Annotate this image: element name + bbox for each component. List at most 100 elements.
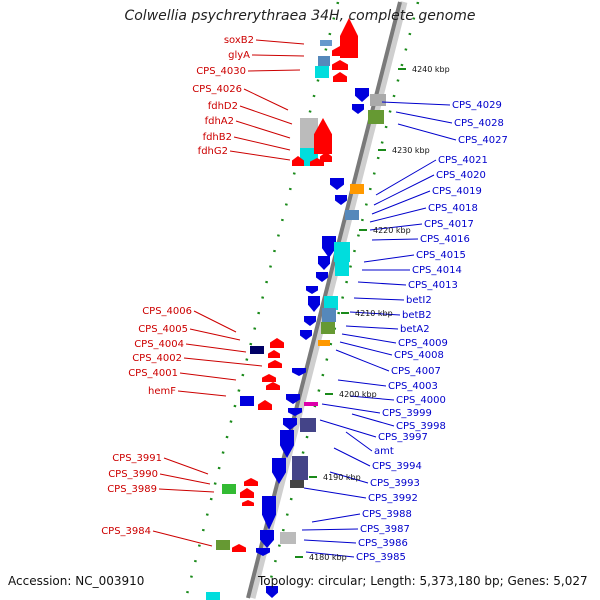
gene-arrow-47 [283, 418, 297, 430]
right-gene-leader-22 [319, 419, 377, 438]
left-gene-leader-5 [235, 120, 291, 139]
left-gene-leader-2 [247, 69, 301, 72]
left-gene-label-6: fdhB2 [203, 132, 232, 143]
right-gene-leader-1 [395, 111, 453, 124]
left-gene-label-11: CPS_4002 [132, 353, 182, 364]
gene-arrow-43 [286, 394, 300, 404]
right-gene-label-10: CPS_4014 [412, 265, 462, 276]
right-gene-label-29: CPS_3986 [358, 538, 408, 549]
gene-arrow-32 [300, 330, 312, 340]
right-gene-leader-29 [303, 539, 357, 544]
right-gene-leader-30 [305, 551, 355, 558]
right-gene-label-30: CPS_3985 [356, 552, 406, 563]
left-gene-label-1: glyA [228, 50, 250, 61]
gene-block-41 [240, 396, 254, 406]
gene-arrow-19 [335, 195, 347, 205]
right-gene-leader-7 [369, 223, 423, 231]
right-gene-label-23: amt [374, 446, 394, 457]
left-gene-leader-7 [229, 150, 291, 161]
left-gene-leader-8 [193, 310, 237, 333]
gene-arrow-38 [292, 368, 306, 376]
right-gene-label-7: CPS_4017 [424, 219, 474, 230]
right-gene-label-15: CPS_4009 [398, 338, 448, 349]
gene-block-62 [206, 592, 220, 600]
gene-block-24 [335, 262, 349, 276]
right-gene-leader-27 [311, 513, 361, 523]
gene-arrow-63 [266, 586, 278, 598]
left-gene-label-5: fdhA2 [205, 116, 234, 127]
right-gene-leader-26 [303, 487, 367, 499]
right-gene-leader-2 [397, 123, 457, 141]
left-gene-label-9: CPS_4005 [138, 324, 188, 335]
right-gene-leader-28 [301, 528, 359, 531]
left-gene-leader-14 [163, 457, 209, 475]
gene-arrow-0 [340, 18, 358, 58]
gene-arrow-48 [280, 430, 294, 458]
right-gene-leader-5 [371, 190, 431, 215]
kbp-label-5: 4190 kbp [323, 473, 361, 482]
right-gene-label-9: CPS_4015 [416, 250, 466, 261]
left-gene-leader-12 [179, 372, 237, 381]
right-gene-leader-15 [341, 333, 397, 344]
gene-block-57 [280, 532, 296, 544]
gene-arrow-21 [322, 236, 336, 258]
right-gene-leader-25 [329, 471, 369, 484]
left-gene-label-13: hemF [148, 386, 176, 397]
gene-block-5 [315, 66, 329, 78]
gene-arrow-61 [256, 548, 270, 556]
right-gene-label-25: CPS_3993 [370, 478, 420, 489]
left-gene-label-10: CPS_4004 [134, 339, 184, 350]
gene-block-18 [350, 184, 364, 194]
right-gene-label-8: CPS_4016 [420, 234, 470, 245]
right-gene-leader-4 [373, 174, 435, 206]
right-gene-label-4: CPS_4020 [436, 170, 486, 181]
accession-text: Accession: NC_003910 [8, 574, 145, 588]
right-gene-label-22: CPS_3997 [378, 432, 428, 443]
right-gene-leader-12 [353, 297, 405, 301]
left-gene-label-15: CPS_3990 [108, 469, 158, 480]
right-gene-label-1: CPS_4028 [454, 118, 504, 129]
gene-arrow-55 [242, 500, 254, 506]
gene-block-14 [370, 94, 386, 106]
gene-arrow-37 [268, 360, 282, 368]
gene-block-2 [318, 56, 330, 66]
left-gene-label-16: CPS_3989 [107, 484, 157, 495]
gene-block-28 [324, 296, 338, 310]
kbp-label-0: 4240 kbp [412, 65, 450, 74]
right-gene-label-11: CPS_4013 [408, 280, 458, 291]
right-gene-label-14: betA2 [400, 324, 430, 335]
right-gene-label-5: CPS_4019 [432, 186, 482, 197]
right-gene-leader-19 [349, 395, 395, 401]
left-gene-label-0: soxB2 [224, 35, 254, 46]
right-gene-leader-3 [375, 159, 437, 196]
left-gene-leader-17 [152, 530, 213, 547]
gene-arrow-36 [268, 350, 280, 358]
right-gene-leader-8 [371, 238, 419, 241]
gene-arrow-9 [314, 118, 332, 154]
left-gene-label-2: CPS_4030 [196, 66, 246, 77]
gene-arrow-50 [272, 458, 286, 484]
kbp-label-4: 4200 kbp [339, 390, 377, 399]
gene-arrow-40 [266, 382, 280, 390]
gene-arrow-23 [318, 256, 330, 270]
left-gene-leader-4 [239, 105, 293, 125]
gene-block-46 [300, 418, 316, 432]
guide-line-outer [264, 1, 420, 599]
right-gene-leader-6 [369, 207, 427, 223]
gene-block-29 [322, 308, 336, 322]
gene-arrow-3 [332, 46, 348, 56]
gene-block-1 [320, 40, 332, 46]
gene-arrow-13 [355, 88, 369, 102]
gene-arrow-31 [304, 316, 316, 326]
left-gene-leader-11 [183, 357, 263, 367]
gene-block-22 [334, 242, 350, 262]
left-gene-label-12: CPS_4001 [128, 368, 178, 379]
gene-block-16 [368, 110, 384, 124]
right-gene-label-12: betI2 [406, 295, 432, 306]
guide-line-inner [184, 1, 340, 599]
right-gene-leader-18 [337, 379, 387, 387]
gene-arrow-26 [306, 286, 318, 294]
right-gene-leader-24 [333, 447, 371, 467]
gene-arrow-17 [330, 178, 344, 190]
left-gene-label-17: CPS_3984 [101, 526, 151, 537]
